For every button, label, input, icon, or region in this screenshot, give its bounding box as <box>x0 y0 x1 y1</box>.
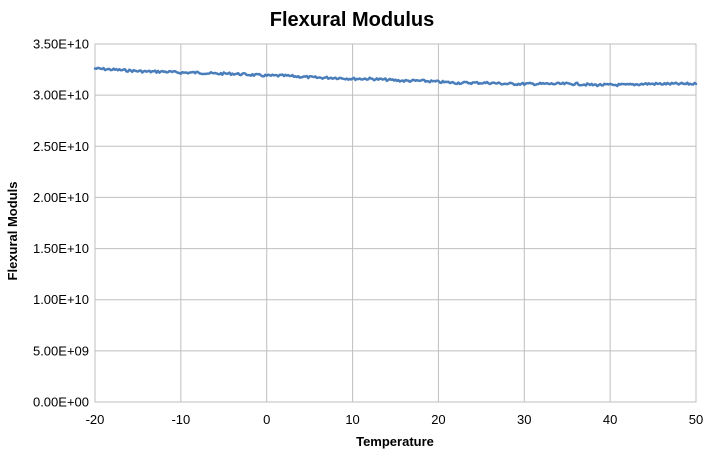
y-tick-label: 1.50E+10 <box>33 241 89 256</box>
plot-area-border <box>94 43 697 403</box>
x-tick-label: -20 <box>86 412 105 427</box>
y-tick-label: 0.00E+00 <box>33 395 89 410</box>
x-axis-ticks: -20 -10 0 10 20 30 40 50 <box>86 412 704 427</box>
y-tick-label: 1.00E+10 <box>33 292 89 307</box>
series-line <box>93 66 698 88</box>
y-axis-label: Flexural Moduls <box>5 182 20 281</box>
x-tick-label: 30 <box>517 412 531 427</box>
x-tick-label: 10 <box>345 412 359 427</box>
chart-title: Flexural Modulus <box>270 9 434 31</box>
y-axis-ticks: 0.00E+00 5.00E+09 1.00E+10 1.50E+10 2.00E+10… <box>33 37 89 410</box>
x-tick-label: 0 <box>263 412 270 427</box>
y-tick-label: 3.00E+10 <box>33 88 89 103</box>
y-tick-label: 5.00E+09 <box>33 343 89 358</box>
data-series <box>93 66 698 88</box>
x-tick-label: 50 <box>689 412 703 427</box>
y-tick-label: 2.50E+10 <box>33 139 89 154</box>
y-tick-label: 2.00E+10 <box>33 190 89 205</box>
x-tick-label: 20 <box>431 412 445 427</box>
y-tick-label: 3.50E+10 <box>33 37 89 52</box>
x-tick-label: 40 <box>603 412 617 427</box>
x-axis-label: Temperature <box>356 434 434 449</box>
grid-lines <box>94 43 697 403</box>
x-tick-label: -10 <box>171 412 190 427</box>
